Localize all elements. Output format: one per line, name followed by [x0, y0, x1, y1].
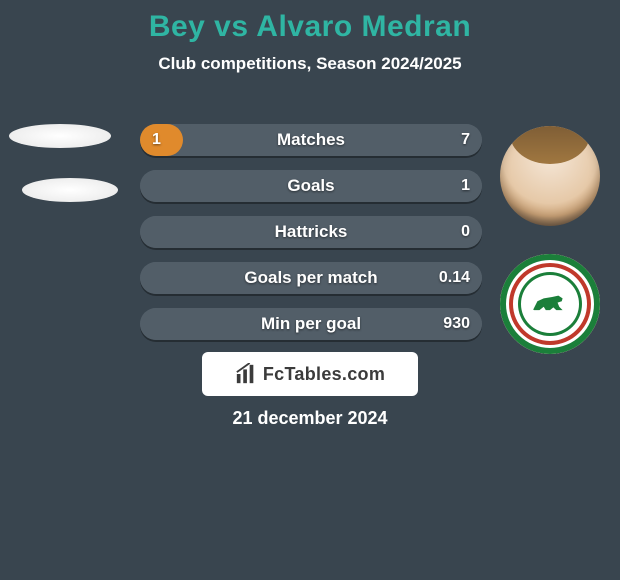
ettifaq-badge-inner	[518, 272, 582, 336]
stat-left-value: 1	[152, 124, 161, 156]
stat-label: Goals per match	[140, 262, 482, 294]
brand-chart-icon	[235, 363, 257, 385]
brand-badge: FcTables.com	[202, 352, 418, 396]
stat-right-value: 0	[461, 216, 470, 248]
stat-right-value: 1	[461, 170, 470, 202]
stat-right-value: 930	[443, 308, 470, 340]
player-right-club-badge	[500, 254, 600, 354]
player-right-avatar	[500, 126, 600, 226]
player-left-avatar	[9, 124, 111, 148]
comparison-card: Bey vs Alvaro Medran Club competitions, …	[0, 0, 620, 580]
stat-label: Min per goal	[140, 308, 482, 340]
stat-row: Hattricks0	[140, 216, 482, 248]
stat-right-value: 0.14	[439, 262, 470, 294]
player-left-club-badge	[22, 178, 118, 202]
stat-row: Goals per match0.14	[140, 262, 482, 294]
stat-label: Goals	[140, 170, 482, 202]
stat-right-value: 7	[461, 124, 470, 156]
brand-text: FcTables.com	[263, 364, 385, 385]
stat-rows: Matches17Goals1Hattricks0Goals per match…	[140, 124, 482, 340]
ettifaq-horse-icon	[529, 290, 571, 318]
footer-date: 21 december 2024	[0, 408, 620, 429]
page-subtitle: Club competitions, Season 2024/2025	[0, 54, 620, 74]
stat-row: Min per goal930	[140, 308, 482, 340]
stat-row: Goals1	[140, 170, 482, 202]
stat-row: Matches1 7	[140, 124, 482, 156]
stat-label: Matches	[140, 124, 482, 156]
stat-label: Hattricks	[140, 216, 482, 248]
page-title: Bey vs Alvaro Medran	[0, 10, 620, 44]
